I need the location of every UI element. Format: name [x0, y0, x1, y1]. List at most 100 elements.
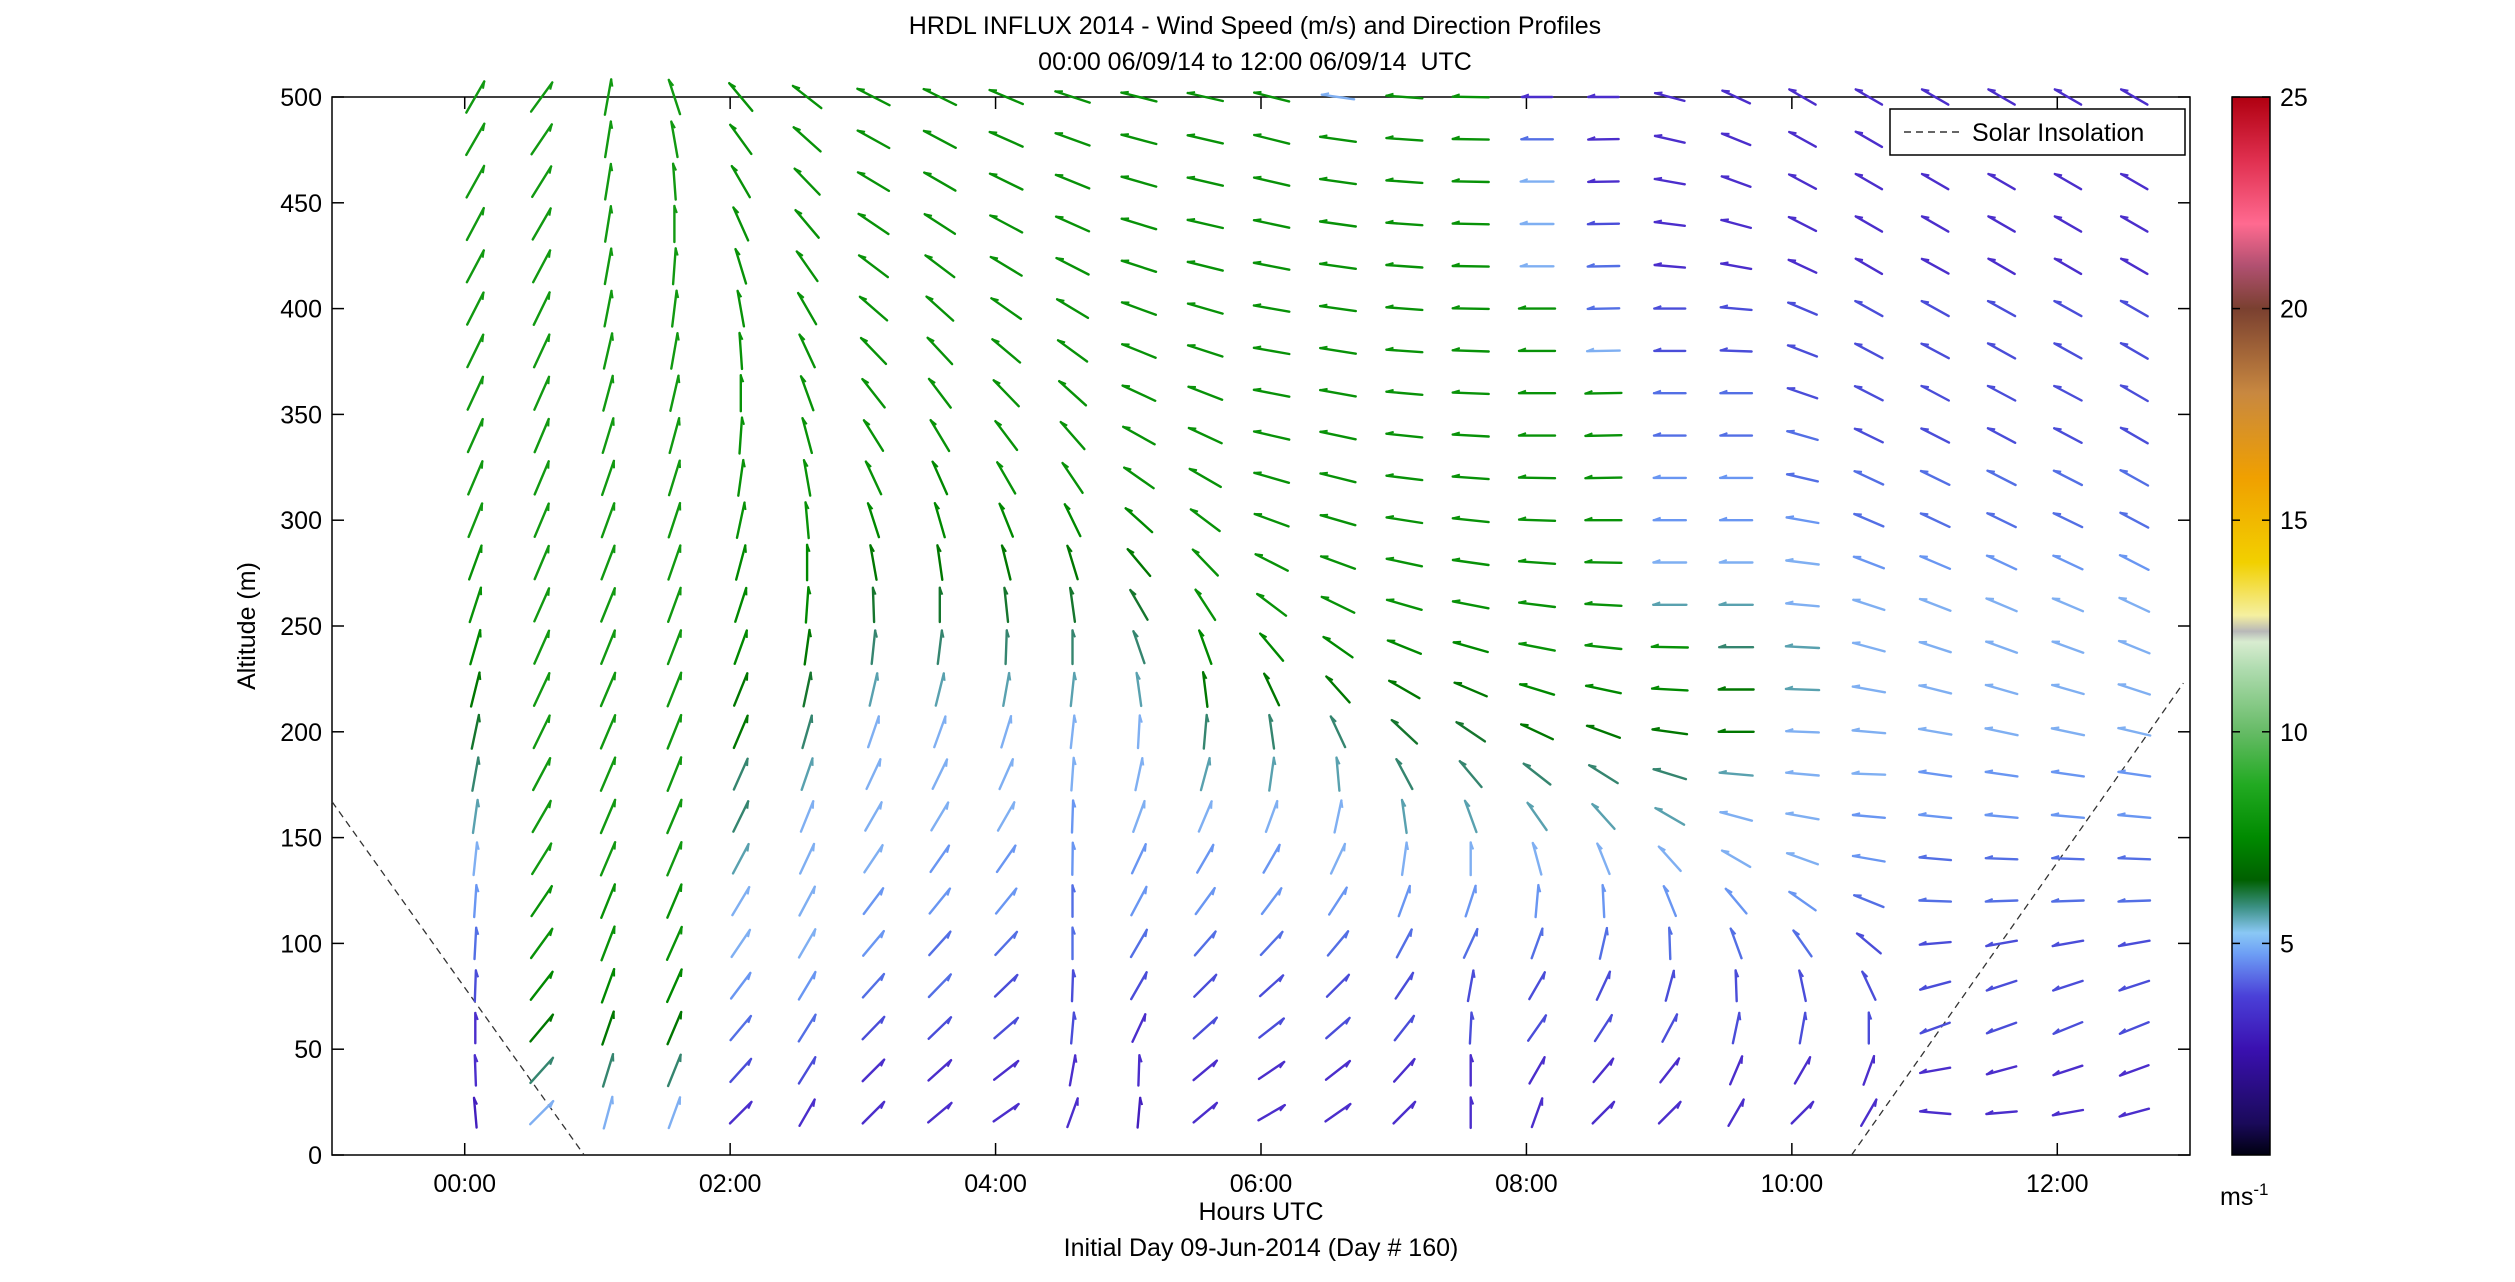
wind-arrow-shaft — [468, 544, 483, 581]
wind-arrow-head — [1520, 262, 1529, 268]
wind-arrow-head — [1519, 641, 1527, 645]
wind-arrow-shaft — [666, 671, 683, 708]
wind-arrow-shaft — [601, 1052, 615, 1088]
wind-arrow-head — [1668, 927, 1673, 935]
wind-arrow-head — [1718, 686, 1727, 691]
wind-arrow-head — [738, 332, 744, 341]
wind-arrow-shaft — [600, 883, 616, 919]
wind-arrow-head — [1518, 347, 1527, 352]
wind-arrow-head — [1345, 1060, 1351, 1068]
wind-arrow-head — [613, 715, 617, 723]
wind-arrow-head — [1654, 134, 1663, 137]
wind-arrow-head — [674, 248, 679, 256]
wind-arrow-shaft — [466, 291, 485, 326]
wind-arrow-head — [1986, 1027, 1994, 1035]
wind-arrow-shaft — [1132, 799, 1146, 833]
wind-arrow-head — [1410, 972, 1414, 981]
wind-arrow-shaft — [1920, 88, 1950, 106]
wind-arrow-shaft — [1070, 969, 1075, 1003]
wind-arrow-head — [1741, 1099, 1745, 1107]
wind-arrow-head — [1453, 640, 1462, 644]
wind-arrow-shaft — [1451, 95, 1490, 99]
wind-arrow-head — [1674, 1014, 1678, 1022]
wind-arrow-head — [1719, 769, 1728, 774]
wind-arrow-shaft — [2119, 215, 2149, 233]
wind-arrow-shaft — [1986, 299, 2017, 318]
wind-arrow-shaft — [603, 78, 613, 116]
wind-arrow-head — [1386, 598, 1395, 601]
wind-arrow-shaft — [729, 123, 753, 156]
wind-arrow-head — [1651, 643, 1660, 648]
wind-arrow-shaft — [857, 212, 890, 236]
wind-arrow-shaft — [799, 842, 816, 875]
wind-arrow-shaft — [600, 587, 616, 623]
wind-arrow-shaft — [1920, 215, 1950, 233]
wind-arrow-shaft — [988, 88, 1024, 106]
wind-arrow-head — [1587, 220, 1596, 226]
wind-arrow-shaft — [1918, 640, 1952, 654]
wind-arrow-head — [812, 1014, 817, 1023]
wind-arrow-shaft — [2118, 554, 2150, 571]
wind-arrow-shaft — [804, 501, 810, 540]
wind-arrow-head — [1854, 470, 1863, 473]
wind-arrow-head — [1013, 1103, 1020, 1111]
wind-arrow-head — [549, 82, 554, 90]
wind-arrow-head — [2118, 812, 2126, 816]
wind-arrow-shaft — [601, 417, 615, 454]
wind-arrow-head — [1138, 1054, 1143, 1063]
wind-arrow-head — [481, 419, 484, 427]
wind-arrow-shaft — [2051, 640, 2085, 654]
wind-arrow-shaft — [670, 332, 679, 370]
wind-arrow-head — [1520, 220, 1529, 225]
y-tick-label: 250 — [280, 613, 322, 641]
wind-arrow-shaft — [1586, 222, 1621, 226]
wind-arrow-shaft — [2117, 857, 2152, 861]
wind-arrow-head — [1921, 215, 1930, 219]
wind-arrow-head — [1012, 888, 1018, 896]
wind-arrow-shaft — [1199, 756, 1211, 792]
wind-arrow-shaft — [993, 1016, 1020, 1040]
wind-arrow-head — [1187, 91, 1196, 94]
wind-arrow-shaft — [798, 333, 816, 369]
wind-arrow-shaft — [466, 417, 484, 454]
wind-arrow-shaft — [1987, 215, 2016, 233]
wind-arrow-shaft — [1322, 635, 1354, 659]
wind-arrow-shaft — [729, 1014, 753, 1042]
wind-arrow-shaft — [802, 671, 812, 708]
wind-arrow-shaft — [2117, 770, 2152, 778]
wind-arrow-shaft — [866, 502, 881, 539]
wind-arrow-shaft — [1327, 886, 1348, 916]
wind-arrow-head — [480, 461, 484, 469]
wind-arrow-shaft — [2050, 727, 2086, 737]
wind-arrow-head — [1074, 1055, 1078, 1063]
wind-arrow-head — [2118, 769, 2126, 773]
wind-arrow-shaft — [862, 887, 885, 916]
wind-arrow-shaft — [671, 289, 678, 328]
wind-arrow-head — [1405, 842, 1410, 851]
wind-arrow-head — [1520, 178, 1529, 183]
wind-arrow-shaft — [2052, 384, 2083, 402]
wind-arrow-shaft — [857, 254, 889, 279]
wind-arrow-shaft — [533, 417, 550, 454]
wind-arrow-shaft — [602, 374, 614, 412]
wind-arrow-shaft — [604, 204, 613, 243]
wind-arrow-head — [1187, 218, 1196, 221]
wind-arrow-head — [1452, 599, 1461, 603]
wind-arrow-shaft — [1784, 730, 1821, 734]
wind-arrow-shaft — [1790, 1100, 1815, 1125]
wind-arrow-head — [1986, 985, 1994, 992]
wind-arrow-head — [1919, 683, 1927, 687]
wind-arrow-head — [859, 295, 868, 301]
wind-arrow-shaft — [995, 844, 1017, 874]
wind-arrow-shaft — [2117, 939, 2151, 948]
wind-arrow-shaft — [529, 927, 554, 960]
wind-arrow-head — [1071, 629, 1076, 638]
wind-arrow-shaft — [465, 80, 486, 114]
wind-arrow-head — [1789, 88, 1797, 92]
wind-arrow-head — [1187, 133, 1196, 137]
wind-arrow-head — [610, 79, 614, 87]
wind-arrow-shaft — [862, 929, 885, 957]
wind-arrow-shaft — [1917, 727, 1953, 736]
wind-arrow-head — [1988, 173, 1996, 177]
wind-arrow-head — [812, 929, 817, 937]
